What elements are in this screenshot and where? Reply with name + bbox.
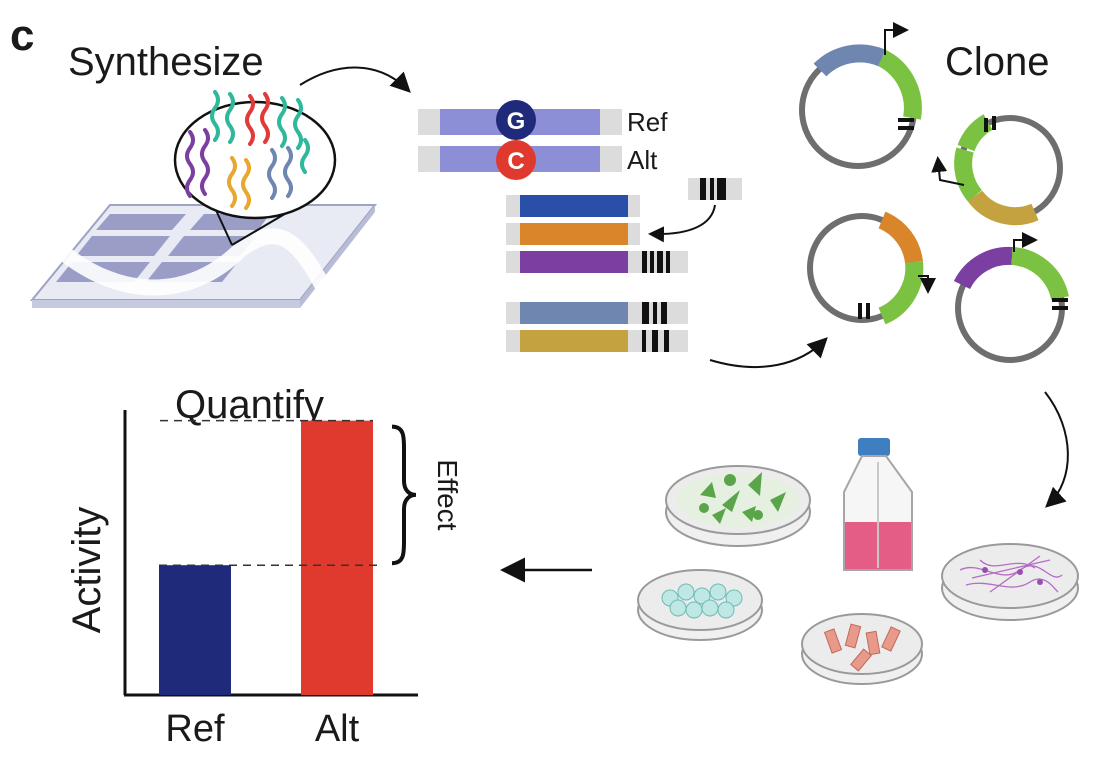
bar-alt [301, 420, 373, 695]
clone-title: Clone [945, 40, 1050, 84]
plasmid-icon [799, 22, 1069, 363]
panel-letter: c [10, 11, 34, 60]
quantify-title: Quantify [175, 383, 324, 427]
arrow-to-oligos [299, 66, 411, 93]
activity-bar-chart: Activity Ref Alt Effect [65, 410, 463, 750]
barcode-icon [688, 178, 742, 200]
ref-base: G [507, 108, 526, 135]
microarray-slide-icon [29, 204, 378, 308]
x-tick-alt: Alt [315, 708, 360, 750]
oligo-pool-icon [173, 90, 337, 246]
ref-alt-constructs: G C Ref Alt [418, 100, 668, 180]
arrow-to-cells [1044, 391, 1069, 508]
y-axis-label: Activity [65, 507, 109, 634]
alt-base-circle [496, 140, 536, 180]
arrow-to-clone [709, 337, 828, 369]
ref-base-circle [496, 100, 536, 140]
bar-ref [159, 565, 231, 695]
alt-label: Alt [627, 145, 658, 175]
oligo-library [506, 195, 688, 352]
synthesize-title: Synthesize [68, 40, 264, 84]
ref-label: Ref [627, 107, 668, 137]
petri-dish-icon [637, 465, 1079, 685]
arrow-barcode [648, 204, 716, 243]
effect-label: Effect [432, 459, 463, 530]
effect-brace [391, 424, 417, 566]
alt-base: C [507, 148, 524, 175]
x-tick-ref: Ref [165, 708, 225, 750]
culture-flask-icon [843, 438, 913, 571]
